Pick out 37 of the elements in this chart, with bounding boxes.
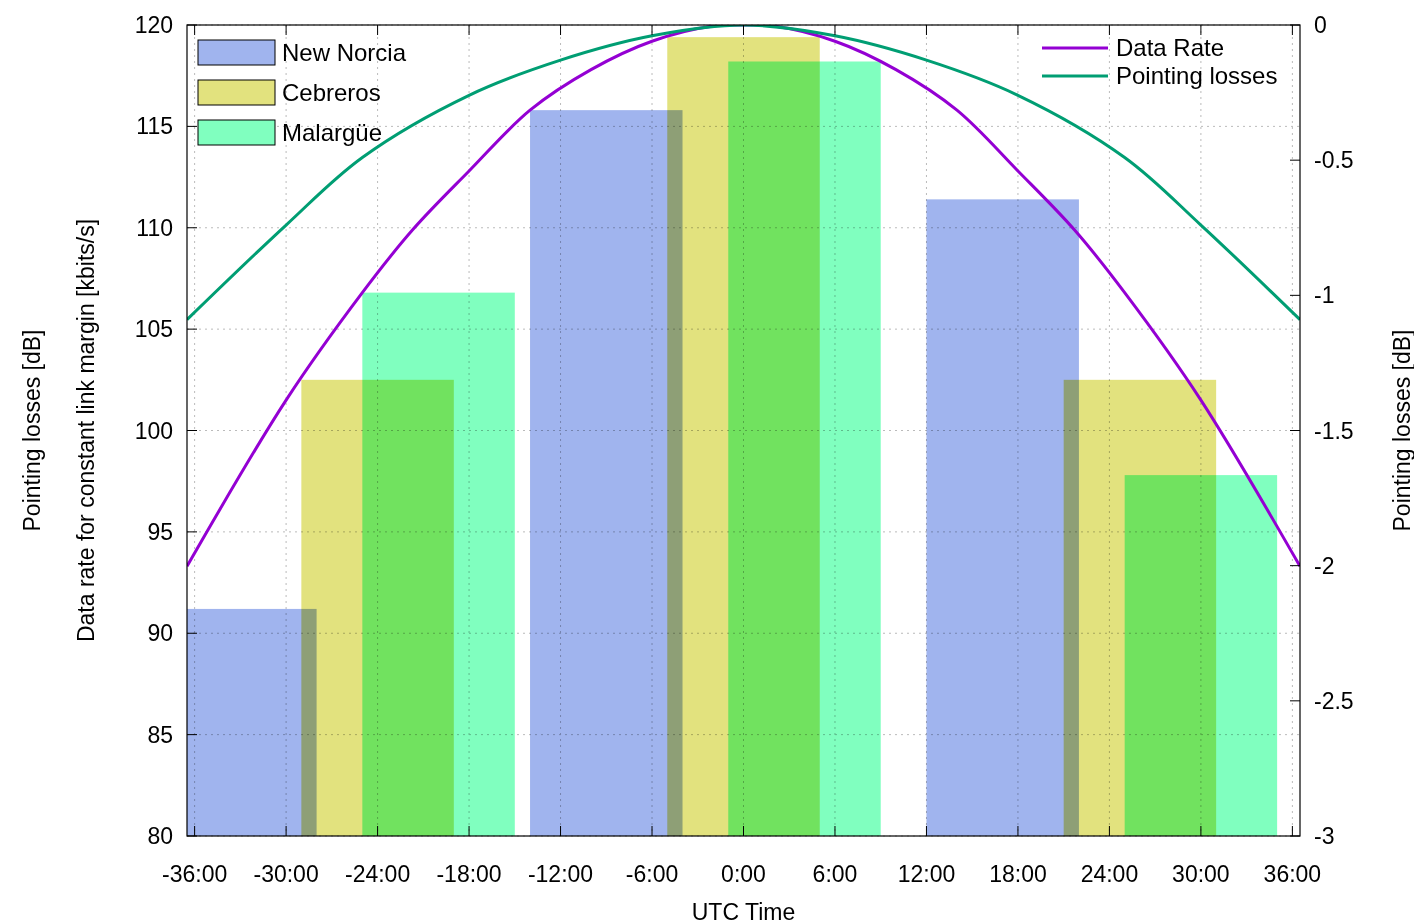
legend-label: New Norcia	[282, 39, 407, 66]
y-tick-label: 120	[134, 12, 173, 38]
y2-tick-label: -1.5	[1314, 417, 1354, 444]
x-tick-label: 24:00	[1080, 861, 1139, 887]
x-tick-label: -30:00	[253, 861, 319, 887]
x-tick-label: -36:00	[162, 861, 228, 887]
x-tick-label: 6:00	[812, 861, 858, 887]
y2-tick-label: -2	[1314, 552, 1335, 579]
y-tick-label: 90	[147, 620, 173, 647]
y-tick-label: 115	[136, 113, 173, 140]
y2-tick-label: -1	[1314, 282, 1335, 309]
y-tick-label: 100	[134, 417, 173, 444]
y-tick-label: 105	[134, 316, 173, 343]
x-tick-label: -18:00	[436, 861, 502, 887]
y2-tick-label: -0.5	[1314, 147, 1354, 174]
y2-tick-label: -2.5	[1314, 687, 1354, 714]
y-tick-label: 95	[147, 518, 173, 545]
y-tick-label: 85	[147, 721, 173, 748]
x-tick-label: -6:00	[625, 861, 679, 887]
x-tick-label: 0:00	[721, 861, 766, 887]
x-tick-label: 30:00	[1172, 861, 1230, 887]
y-tick-label: 80	[147, 823, 173, 849]
x-tick-label: 12:00	[897, 861, 956, 887]
x-axis-title: UTC Time	[691, 899, 796, 924]
x-tick-label: 36:00	[1263, 861, 1322, 887]
text: Pointing losses [dB] Data rate for constant link margin [kbits/s]	[19, 218, 99, 643]
y2-tick-label: 0	[1314, 12, 1327, 38]
x-tick-label: -12:00	[527, 861, 594, 887]
y-tick-label: 110	[136, 214, 173, 241]
y2-tick-label: -3	[1314, 823, 1335, 849]
y2-axis-title: Pointing losses [dB]	[1389, 329, 1414, 532]
legend-label: Malargüe	[282, 119, 383, 146]
legend-label: Cebreros	[282, 79, 381, 106]
x-tick-label: -24:00	[344, 861, 411, 887]
x-tick-label: 18:00	[989, 861, 1047, 887]
legend-label: Pointing losses	[1116, 62, 1278, 89]
legend-label: Data Rate	[1116, 34, 1225, 61]
